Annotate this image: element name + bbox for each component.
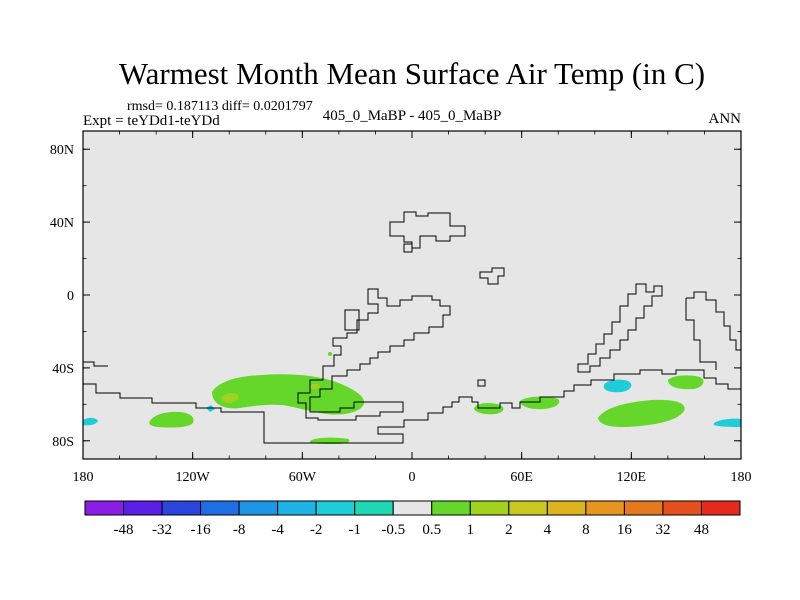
colorbar-swatch <box>277 500 317 516</box>
period-label: 405_0_MaBP - 405_0_MaBP <box>323 108 502 124</box>
west-edge-land-outline <box>83 361 108 367</box>
colorbar-label: 1 <box>467 522 475 538</box>
colorbar-label: 16 <box>617 522 633 538</box>
green-patch-tasman <box>598 399 685 428</box>
green-patch-antarctic <box>309 437 350 444</box>
y-tick-label: 0 <box>67 289 74 304</box>
cyan-patch-east-edge <box>714 418 741 427</box>
colorbar-swatch <box>238 500 279 516</box>
anomaly-layer <box>83 352 741 444</box>
colorbar-swatch <box>585 500 625 516</box>
far-east-coast-outline <box>685 298 717 370</box>
season-label: ANN <box>709 111 742 127</box>
colorbar-label: -1 <box>348 522 361 538</box>
east-continent-outline <box>577 283 663 373</box>
colorbar-label: 4 <box>544 522 552 538</box>
cyan-patch-west-edge <box>83 417 98 426</box>
colorbar-label: -0.5 <box>381 522 405 538</box>
x-tick-label: 60W <box>289 470 317 485</box>
y-tick-label: 80N <box>50 143 74 158</box>
colorbar-swatch <box>469 500 510 516</box>
yellow-patch-south-atlantic <box>221 392 239 403</box>
colorbar-label: 8 <box>582 522 590 538</box>
colorbar-swatch <box>84 500 125 516</box>
chart-title: Warmest Month Mean Surface Air Temp (in … <box>119 56 705 91</box>
stats-label: rmsd= 0.187113 diff= 0.0201797 <box>127 99 313 114</box>
colorbar-label: 2 <box>505 522 513 538</box>
equatorial-island-outline <box>479 267 505 285</box>
colorbar-swatch <box>392 500 433 516</box>
colorbar-label: 32 <box>655 522 670 538</box>
y-tick-label: 40S <box>52 362 74 377</box>
colorbar-swatch <box>315 500 356 516</box>
colorbar-swatch <box>123 500 163 516</box>
x-tick-label: 180 <box>731 470 752 485</box>
small-island-mid-outline <box>477 379 486 387</box>
axis-ticks: 180 120W 60W 0 60E 120E 180 80N 40N 0 40S 80S <box>50 131 752 485</box>
green-patch-south-atlantic-west <box>212 374 365 415</box>
green-dot-small <box>328 352 332 356</box>
colorbar-label: -32 <box>152 522 172 538</box>
colorbar-label: -8 <box>233 522 246 538</box>
colorbar-swatch <box>700 500 741 516</box>
y-tick-label: 40N <box>50 216 74 231</box>
colorbar-label: 0.5 <box>422 522 441 538</box>
colorbar-label: -16 <box>191 522 211 538</box>
cyan-patch-south-indian <box>603 379 632 393</box>
green-patch-south-indian <box>474 403 504 415</box>
green-patch-south-indian-east <box>520 396 560 410</box>
yellow-patch-small <box>310 383 320 390</box>
colorbar-swatch <box>200 500 240 516</box>
x-tick-label: 60E <box>510 470 533 485</box>
y-tick-label: 80S <box>52 435 74 450</box>
colorbar-swatch <box>623 500 664 516</box>
colorbar-label: 48 <box>694 522 709 538</box>
north-island-outline <box>389 211 466 249</box>
colorbar-label: -4 <box>271 522 284 538</box>
southern-continent-outline <box>83 369 741 444</box>
green-patch-south-pacific-west <box>668 375 704 390</box>
colorbar-label: -2 <box>310 522 323 538</box>
far-east-continent-outline <box>686 291 741 351</box>
x-tick-label: 120W <box>176 470 211 485</box>
x-tick-label: 180 <box>73 470 94 485</box>
x-tick-label: 0 <box>409 470 416 485</box>
x-tick-label: 120E <box>617 470 647 485</box>
interior-island-outline <box>344 309 360 331</box>
green-patch-south-pacific-east <box>149 411 194 428</box>
continent-outlines <box>83 211 741 444</box>
experiment-label: Expt = teYDd1-teYDd <box>83 113 220 129</box>
colorbar: -48 -32 -16 -8 -4 -2 -1 -0.5 0.5 1 2 4 8 16 32 48 <box>84 500 741 538</box>
colorbar-swatch <box>431 500 471 516</box>
north-islet-outline <box>403 243 413 253</box>
colorbar-swatch <box>662 500 702 516</box>
colorbar-swatch <box>546 500 587 516</box>
colorbar-swatch <box>508 500 548 516</box>
west-continent-outline <box>297 288 451 421</box>
colorbar-swatch <box>161 500 202 516</box>
colorbar-swatch <box>354 500 394 516</box>
colorbar-label: -48 <box>114 522 134 538</box>
